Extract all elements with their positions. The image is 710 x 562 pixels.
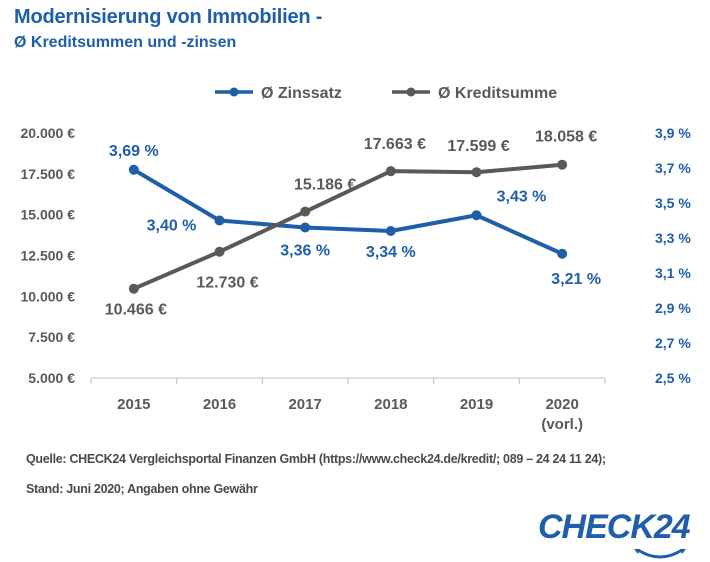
data-label: 3,69 % (109, 143, 159, 160)
right-axis-tick-label: 3,7 % (655, 160, 691, 176)
data-point (128, 283, 139, 294)
date-note: Stand: Juni 2020; Angaben ohne Gewähr (26, 482, 258, 496)
right-axis-tick-label: 3,3 % (655, 230, 691, 246)
left-axis-tick-label: 5.000 € (28, 370, 75, 386)
x-axis-tick-label: 2016 (203, 396, 236, 413)
series-line (133, 162, 563, 291)
data-point (471, 167, 482, 178)
data-label: 3,40 % (147, 218, 197, 235)
data-point (385, 166, 396, 177)
data-point (557, 159, 568, 170)
data-label: 12.730 € (196, 275, 258, 292)
x-axis-tick-label: 2019 (460, 396, 493, 413)
chart-title: Modernisierung von Immobilien - (14, 6, 323, 28)
legend-marker (229, 87, 239, 97)
data-label: 18.058 € (535, 129, 597, 146)
x-axis-tick-label: 2020 (545, 396, 578, 413)
legend-label: Ø Kreditsumme (438, 85, 557, 102)
data-point (300, 222, 311, 233)
left-axis-tick-label: 15.000 € (21, 207, 76, 223)
left-axis-tick-label: 20.000 € (21, 125, 76, 141)
left-axis-tick-label: 7.500 € (28, 329, 75, 345)
legend-label: Ø Zinssatz (261, 85, 342, 102)
data-point (471, 210, 482, 221)
data-label: 3,36 % (280, 243, 330, 260)
data-label: 10.466 € (105, 302, 167, 319)
data-point (214, 215, 225, 226)
chart-subtitle: Ø Kreditsummen und -zinsen (14, 34, 237, 51)
right-axis-tick-label: 3,9 % (655, 125, 691, 141)
data-point (128, 164, 139, 175)
data-point (557, 248, 568, 259)
logo-text: CHECK24 (538, 508, 691, 546)
left-axis-tick-label: 17.500 € (21, 166, 76, 182)
x-axis-tick-label: 2017 (288, 396, 321, 413)
data-label: 17.599 € (447, 138, 509, 155)
data-label: 17.663 € (364, 136, 426, 153)
series-line (132, 168, 563, 256)
legend-marker (406, 87, 416, 97)
data-point (385, 226, 396, 236)
left-axis-tick-label: 12.500 € (21, 248, 76, 264)
right-axis-tick-label: 2,9 % (655, 300, 691, 316)
x-axis-tick-label: 2018 (374, 396, 407, 413)
data-point (214, 246, 225, 257)
source-note: Quelle: CHECK24 Vergleichsportal Finanze… (26, 452, 606, 466)
x-axis-tick-label: 2015 (117, 396, 150, 413)
data-label: 15.186 € (294, 177, 356, 194)
left-axis-tick-label: 10.000 € (21, 288, 76, 304)
check24-logo: CHECK24 (538, 508, 691, 559)
right-axis-tick-label: 3,1 % (655, 265, 691, 281)
data-label: 3,21 % (551, 271, 601, 288)
right-axis-tick-label: 2,5 % (655, 370, 691, 386)
right-axis-tick-label: 2,7 % (655, 335, 691, 351)
right-axis-tick-label: 3,5 % (655, 195, 691, 211)
data-label: 3,34 % (366, 244, 416, 261)
x-axis-tick-label: (vorl.) (541, 416, 583, 433)
logo-smile-icon (634, 548, 686, 559)
data-point (300, 206, 311, 217)
data-label: 3,43 % (497, 188, 547, 205)
